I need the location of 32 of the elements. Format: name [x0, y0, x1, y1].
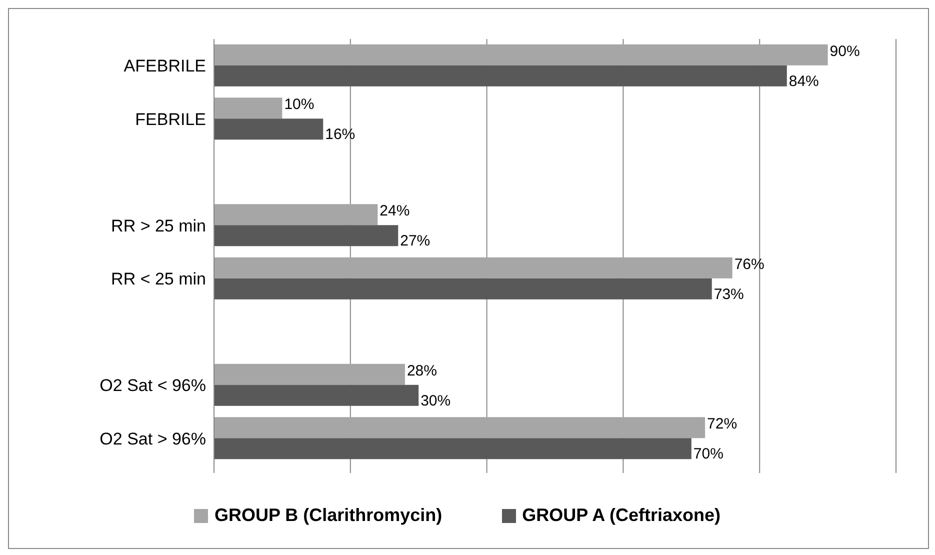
- y-tick-label: RR < 25 min: [111, 270, 206, 289]
- data-label: 72%: [707, 416, 738, 433]
- bar: [214, 98, 282, 119]
- bar: [214, 44, 828, 66]
- data-label: 70%: [693, 446, 724, 463]
- bar: [214, 384, 419, 406]
- bar: [214, 65, 787, 86]
- y-tick-label: O2 Sat < 96%: [100, 376, 206, 396]
- data-label: 73%: [714, 286, 744, 303]
- data-label: 10%: [284, 96, 314, 114]
- data-label: 30%: [420, 392, 451, 410]
- bar: [214, 417, 706, 438]
- y-tick-label: AFEBRILE: [124, 56, 206, 76]
- legend-label: GROUP A (Ceftriaxone): [521, 505, 721, 526]
- bar: [214, 438, 692, 460]
- bar: [214, 225, 398, 246]
- data-label: 90%: [830, 42, 860, 60]
- y-tick-label: RR > 25 min: [111, 216, 206, 236]
- bar: [214, 257, 732, 278]
- data-label: 24%: [380, 202, 410, 220]
- bar: [214, 278, 712, 300]
- y-tick-label: O2 Sat > 96%: [100, 429, 206, 448]
- bar: [214, 204, 378, 226]
- legend-label: GROUP B (Clarithromycin): [213, 505, 442, 526]
- data-label: 28%: [406, 362, 437, 380]
- data-label: 76%: [734, 256, 764, 273]
- data-label: 16%: [325, 126, 356, 144]
- data-label: 27%: [400, 232, 430, 250]
- bar: [214, 364, 405, 385]
- data-label: 84%: [788, 72, 819, 90]
- bar: [214, 118, 324, 140]
- y-tick-label: FEBRILE: [135, 110, 206, 129]
